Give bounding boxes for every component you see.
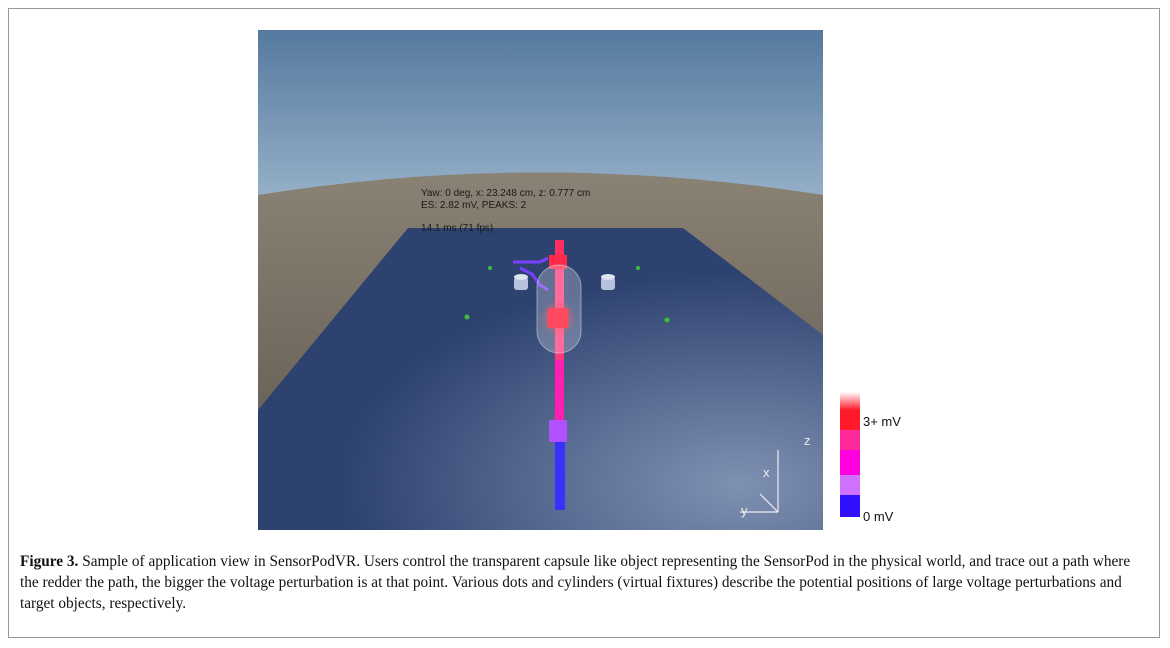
colorbar-label: 0 mV [863, 509, 894, 524]
axis-label: z [804, 433, 811, 448]
page: z x y Yaw: 0 deg, x: 23.248 cm, z: 0.777… [0, 0, 1170, 648]
scene: z x y [258, 30, 823, 530]
overlay-text: ES: 2.82 mV, PEAKS: 2 [421, 200, 527, 211]
caption: Figure 3. Sample of application view in … [20, 551, 1152, 614]
caption-text: Sample of application view in SensorPodV… [20, 553, 1130, 612]
axis-label: y [741, 503, 748, 518]
colorbar [840, 392, 860, 517]
overlay-text: Yaw: 0 deg, x: 23.248 cm, z: 0.777 cm [421, 188, 590, 199]
colorbar-label: 3+ mV [863, 414, 901, 429]
caption-label: Figure 3. [20, 553, 78, 570]
axis-label: x [763, 465, 770, 480]
figure-image: z x y Yaw: 0 deg, x: 23.248 cm, z: 0.777… [0, 0, 1170, 548]
overlay-text: 14.1 ms (71 fps) [421, 223, 493, 234]
